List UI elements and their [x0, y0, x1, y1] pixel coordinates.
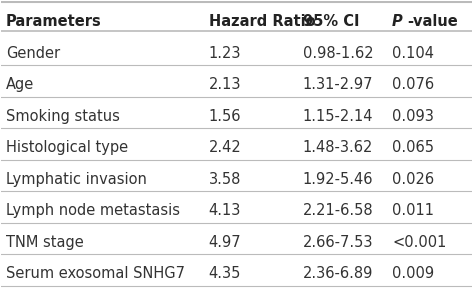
Text: Age: Age [6, 77, 34, 92]
Text: 0.093: 0.093 [392, 109, 434, 124]
Text: <0.001: <0.001 [392, 235, 447, 250]
Text: Gender: Gender [6, 46, 60, 61]
Text: 1.15-2.14: 1.15-2.14 [303, 109, 373, 124]
Text: Hazard Ratio: Hazard Ratio [209, 14, 315, 29]
Text: 4.97: 4.97 [209, 235, 241, 250]
Text: 2.13: 2.13 [209, 77, 241, 92]
Text: -value: -value [408, 14, 458, 29]
Text: 1.31-2.97: 1.31-2.97 [303, 77, 373, 92]
Text: 1.56: 1.56 [209, 109, 241, 124]
Text: Parameters: Parameters [6, 14, 102, 29]
Text: 0.98-1.62: 0.98-1.62 [303, 46, 374, 61]
Text: 0.011: 0.011 [392, 203, 434, 218]
Text: 4.13: 4.13 [209, 203, 241, 218]
Text: Smoking status: Smoking status [6, 109, 120, 124]
Text: 2.66-7.53: 2.66-7.53 [303, 235, 373, 250]
Text: P: P [392, 14, 403, 29]
Text: 0.026: 0.026 [392, 172, 434, 187]
Text: 0.104: 0.104 [392, 46, 434, 61]
Text: 95% CI: 95% CI [303, 14, 359, 29]
Text: TNM stage: TNM stage [6, 235, 84, 250]
Text: 2.36-6.89: 2.36-6.89 [303, 266, 373, 281]
Text: 0.009: 0.009 [392, 266, 434, 281]
Text: Lymph node metastasis: Lymph node metastasis [6, 203, 180, 218]
Text: 4.35: 4.35 [209, 266, 241, 281]
Text: 1.23: 1.23 [209, 46, 241, 61]
Text: 0.076: 0.076 [392, 77, 434, 92]
Text: 0.065: 0.065 [392, 140, 434, 155]
Text: 2.42: 2.42 [209, 140, 241, 155]
Text: Histological type: Histological type [6, 140, 128, 155]
Text: Serum exosomal SNHG7: Serum exosomal SNHG7 [6, 266, 185, 281]
Text: 3.58: 3.58 [209, 172, 241, 187]
Text: 1.48-3.62: 1.48-3.62 [303, 140, 373, 155]
Text: Lymphatic invasion: Lymphatic invasion [6, 172, 147, 187]
Text: 2.21-6.58: 2.21-6.58 [303, 203, 374, 218]
Text: 1.92-5.46: 1.92-5.46 [303, 172, 373, 187]
